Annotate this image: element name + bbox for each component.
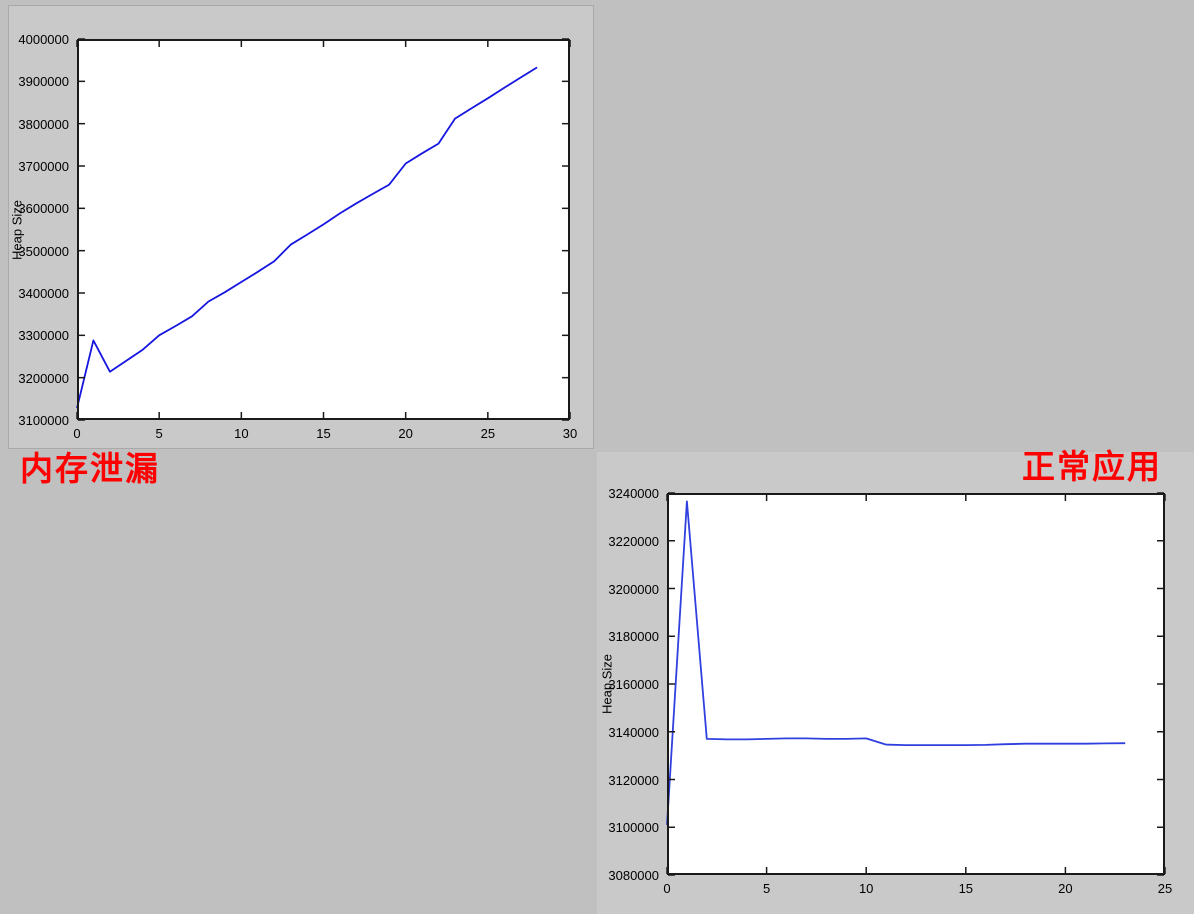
y-tick-label: 3240000 [608, 486, 659, 501]
y-tick-label: 3200000 [18, 370, 69, 386]
label-memory-leak: 内存泄漏 [20, 450, 160, 487]
y-tick-label: 3220000 [608, 533, 659, 549]
x-tick-label: 0 [663, 881, 671, 896]
plot-area [76, 38, 571, 421]
x-tick-label: 10 [858, 881, 874, 896]
x-tick-label: 10 [234, 426, 249, 441]
y-tick-label: 3600000 [18, 201, 69, 217]
x-tick-label: 15 [316, 426, 331, 441]
plot-area [666, 492, 1166, 876]
y-tick-label: 4000000 [18, 32, 69, 47]
x-tick-label: 25 [1157, 881, 1173, 896]
x-tick-label: 20 [398, 426, 413, 441]
y-tick-label: 3140000 [608, 724, 659, 740]
y-tick-label: 3800000 [18, 116, 69, 132]
y-tick-label: 3500000 [18, 243, 69, 259]
y-tick-label: 3900000 [18, 74, 69, 90]
label-normal-app: 正常应用 [1022, 448, 1162, 485]
x-tick-label: 5 [762, 881, 771, 896]
chart-memory-leak: Heap Size 3100000 3200000 3300000 3400000 35… [10, 33, 578, 440]
y-tick-label: 3180000 [608, 629, 659, 645]
x-tick-label: 20 [1058, 881, 1073, 896]
y-tick-label: 3120000 [608, 772, 659, 788]
figure-window-normal-app: Heap Size 3080000 3100000 3120000 3140000 31… [597, 452, 1194, 914]
figure-window-memory-leak: Heap Size 3100000 3200000 3300000 3400000 35… [8, 5, 594, 449]
y-tick-label: 3400000 [18, 286, 69, 301]
chart-normal-app: Heap Size 3080000 3100000 3120000 3140000 31… [600, 487, 1173, 895]
data-line [666, 500, 1126, 825]
x-tick-label: 5 [155, 426, 163, 441]
x-tick-label: 25 [480, 426, 496, 441]
y-tick-label: 3100000 [608, 820, 659, 836]
x-tick-label: 30 [562, 426, 578, 441]
y-tick-label: 3160000 [608, 677, 659, 692]
x-tick-label: 15 [958, 881, 974, 896]
x-tick-label: 0 [73, 426, 81, 441]
y-tick-label: 3200000 [608, 581, 659, 597]
y-tick-label: 3700000 [18, 159, 69, 174]
y-tick-label: 3300000 [18, 328, 69, 344]
y-tick-label: 3080000 [608, 868, 659, 883]
y-tick-label: 3100000 [18, 413, 69, 428]
data-line [76, 66, 538, 409]
